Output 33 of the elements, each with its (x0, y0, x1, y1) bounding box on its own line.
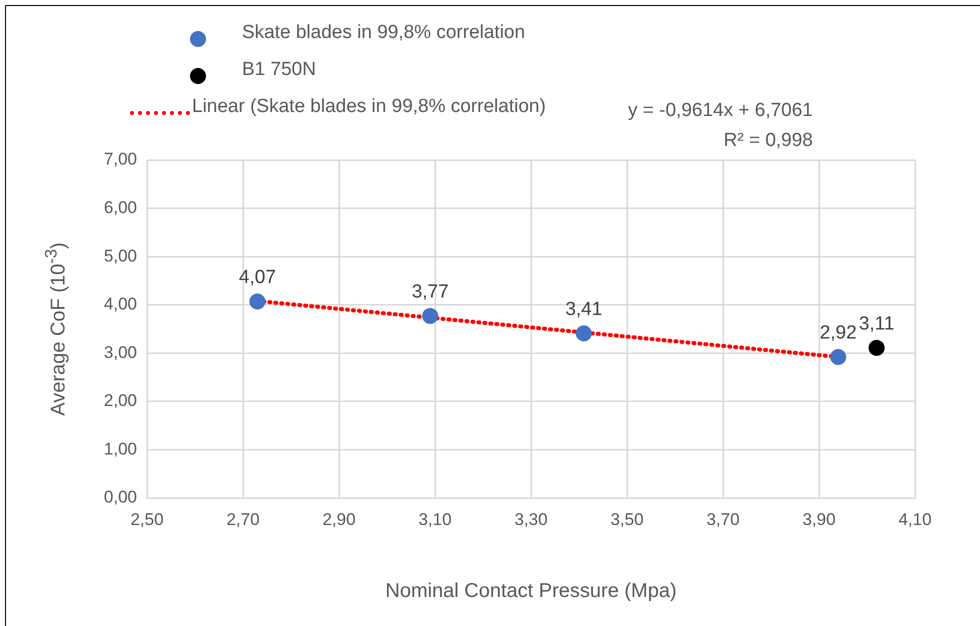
x-tick-label: 3,30 (514, 510, 548, 529)
point (422, 308, 438, 324)
legend-label: B1 750N (242, 59, 316, 81)
x-tick-label: 3,90 (802, 510, 836, 529)
x-tick-label: 3,70 (706, 510, 740, 529)
x-tick-label: 3,50 (610, 510, 644, 529)
point (249, 293, 266, 310)
data-label: 3,41 (565, 299, 602, 320)
data-label: 3,77 (412, 282, 449, 303)
y-tick-label: 1,00 (104, 439, 137, 458)
y-tick-label: 5,00 (104, 246, 137, 266)
x-tick-label: 2,50 (130, 510, 164, 529)
y-tick-label: 0,00 (104, 488, 137, 507)
data-label: 4,07 (238, 267, 276, 288)
point (830, 349, 846, 366)
y-tick-label: 7,00 (104, 150, 137, 169)
x-tick-label: 4,10 (898, 510, 932, 529)
text: y = -0,9614x + 6,7061 (628, 100, 813, 121)
legend-label: Skate blades in 99,8% correlation (242, 22, 526, 44)
y-tick-label: 3,00 (104, 342, 137, 362)
x-tick-label: 2,70 (226, 510, 260, 529)
data-label: 2,92 (820, 322, 857, 344)
y-tick-label: 4,00 (104, 294, 137, 314)
x-tick-label: 3,10 (418, 510, 452, 529)
x-axis-title: Nominal Contact Pressure (Mpa) (384, 580, 678, 603)
point (576, 325, 592, 342)
legend-label: Linear (Skate blades in 99,8% correlation) (192, 96, 546, 118)
text: R² = 0,998 (724, 130, 813, 151)
y-tick-label: 6,00 (104, 198, 137, 217)
point (868, 340, 885, 356)
data-label: 3,11 (858, 314, 894, 335)
x-tick-label: 2,90 (322, 510, 356, 529)
y-tick-label: 2,00 (104, 391, 137, 410)
